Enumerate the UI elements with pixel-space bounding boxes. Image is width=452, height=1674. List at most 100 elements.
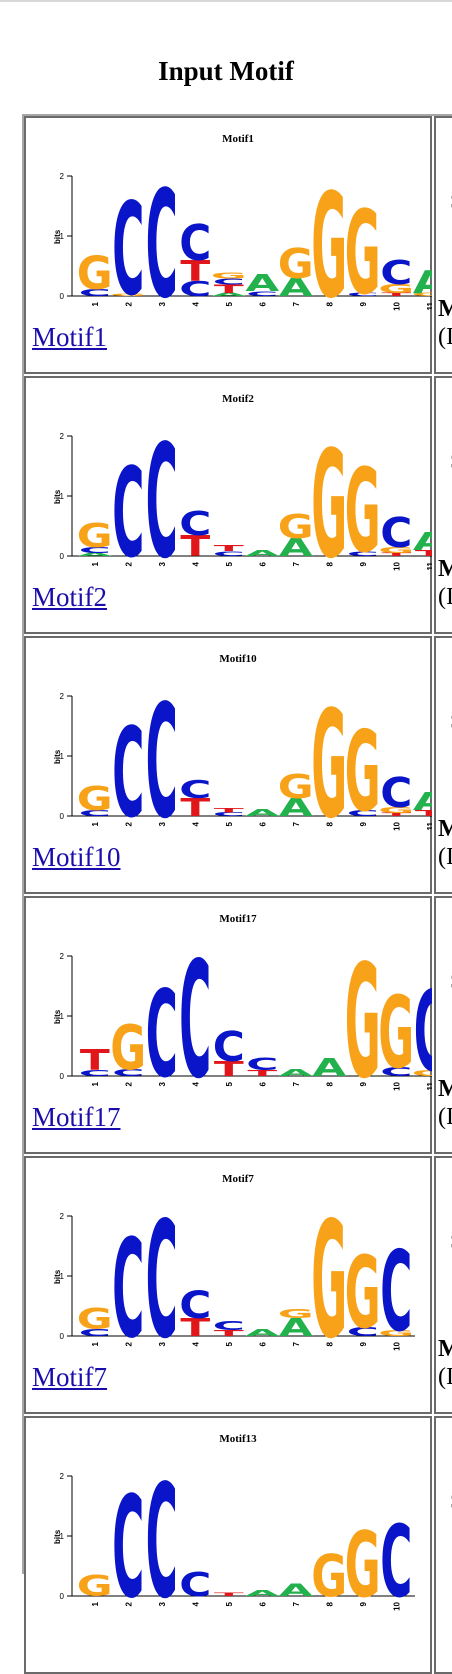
position-label: 7 <box>292 1341 301 1346</box>
motif-link[interactable]: Motif2 <box>32 582 108 612</box>
logo-letter-G: G <box>311 1544 347 1610</box>
y-tick-label: 2 <box>60 1212 65 1221</box>
svg-text:G: G <box>378 546 414 555</box>
logo-letter-C: C <box>347 809 379 818</box>
svg-text:C: C <box>179 1283 211 1327</box>
logo-letter-C: C <box>347 1324 379 1339</box>
position-label: 3 <box>158 821 167 826</box>
svg-text:T: T <box>180 530 211 563</box>
info-partial-value: (I <box>438 1364 452 1390</box>
position-label: 6 <box>258 1601 267 1606</box>
motif-info-cell: S M(I <box>434 636 452 894</box>
motif-link[interactable]: Motif1 <box>32 322 108 352</box>
position-label: 2 <box>124 821 133 826</box>
svg-text:G: G <box>211 271 247 280</box>
svg-text:G: G <box>278 241 314 288</box>
logo-letter-C: C <box>112 1067 144 1078</box>
svg-text:G: G <box>378 1329 414 1338</box>
svg-text:G: G <box>77 517 113 555</box>
svg-text:C: C <box>79 546 111 555</box>
svg-text:G: G <box>77 248 113 300</box>
logo-letter-C: C <box>112 701 144 845</box>
logo-letter-G: G <box>110 1011 146 1084</box>
logo-letter-T: T <box>180 1314 211 1342</box>
position-label: 7 <box>292 1081 301 1086</box>
info-partial-label: M <box>438 296 452 322</box>
motif-logo-cell: Motif7 0 1 2 bits 1 C G 2 C 3 C 4 T C 5 T C 6 A 7 A G 8 G 9 C G 10 G C… <box>24 1156 432 1414</box>
svg-text:A: A <box>245 807 279 818</box>
logo-letter-T: T <box>214 1329 245 1338</box>
logo-letter-C: C <box>146 1187 178 1368</box>
svg-text:C: C <box>213 812 245 818</box>
position-label: 4 <box>191 301 200 306</box>
position-label: 8 <box>325 1341 334 1346</box>
motif-logo-cell: Motif10 0 1 2 bits 1 C G 2 C 3 C 4 T C 5 C T 6 A 7 A G 8 G 9 C G 10 T… <box>24 636 432 894</box>
svg-text:A: A <box>245 1327 279 1338</box>
motif-link[interactable]: Motif7 <box>32 1362 108 1392</box>
svg-text:C: C <box>112 441 144 585</box>
position-label: 9 <box>359 821 368 826</box>
svg-text:A: A <box>279 1581 313 1600</box>
position-label: 4 <box>191 561 200 566</box>
svg-text:C: C <box>414 967 432 1096</box>
logo-letter-T: T <box>214 807 245 815</box>
svg-text:C: C <box>179 776 211 804</box>
position-label: 10 <box>392 301 401 310</box>
motif-info-cell: S M(I <box>434 376 452 634</box>
position-label: 3 <box>158 301 167 306</box>
logo-letter-C: C <box>112 177 144 324</box>
svg-text:A: A <box>212 292 246 297</box>
motif-table <box>22 114 452 1574</box>
top-divider <box>0 0 452 2</box>
svg-text:G: G <box>311 163 347 328</box>
svg-text:G: G <box>278 768 314 806</box>
y-axis-label: bits <box>53 749 62 764</box>
svg-text:T: T <box>381 552 412 557</box>
position-label: 10 <box>392 821 401 830</box>
motif-info-cell: S <box>434 1416 452 1674</box>
logo-letter-G: G <box>77 517 113 555</box>
logo-letter-C: C <box>380 770 412 817</box>
logo-letter-T: T <box>214 1592 245 1597</box>
y-tick-label: 0 <box>60 292 65 301</box>
logo-letter-C: C <box>79 546 111 555</box>
logo-letter-A: A <box>279 274 313 302</box>
svg-text:A: A <box>245 549 280 558</box>
position-label: 6 <box>258 1341 267 1346</box>
svg-text:C: C <box>112 1209 144 1368</box>
motif-row: Motif2 0 1 2 bits 1 A C G 2 C 3 C 4 T C 5 C T 6 A 7 A G 8 G 9 C G 10 T… <box>24 376 452 634</box>
svg-text:C: C <box>347 550 379 558</box>
svg-text:C: C <box>79 1069 111 1078</box>
logo-letter-C: C <box>380 254 412 292</box>
motif-link[interactable]: Motif17 <box>32 1102 121 1132</box>
position-label: 10 <box>392 561 401 570</box>
logo-letter-G: G <box>345 933 381 1108</box>
svg-text:C: C <box>146 413 178 588</box>
info-partial-text: S <box>450 448 452 474</box>
svg-text:A: A <box>413 788 432 816</box>
logo-letter-C: C <box>380 1227 412 1356</box>
logo-letter-A: A <box>413 264 432 300</box>
position-label: 2 <box>124 1081 133 1086</box>
logo-letter-C: C <box>213 277 245 286</box>
position-label: 2 <box>124 561 133 566</box>
svg-text:C: C <box>179 927 211 1108</box>
logo-letter-C: C <box>79 1069 111 1078</box>
svg-text:G: G <box>345 1512 381 1618</box>
logo-letter-G: G <box>378 546 414 555</box>
svg-text:C: C <box>380 1227 412 1356</box>
svg-text:G: G <box>378 975 414 1090</box>
svg-text:C: C <box>347 1324 379 1339</box>
svg-text:T: T <box>381 812 412 817</box>
svg-text:C: C <box>380 510 412 557</box>
logo-letter-G: G <box>311 163 347 328</box>
motif-link[interactable]: Motif10 <box>32 842 121 872</box>
logo-letter-A: A <box>279 534 313 562</box>
svg-text:G: G <box>345 933 381 1108</box>
svg-text:A: A <box>78 552 112 557</box>
y-tick-label: 1 <box>60 232 65 241</box>
svg-text:C: C <box>347 292 379 297</box>
position-label: 7 <box>292 1601 301 1606</box>
